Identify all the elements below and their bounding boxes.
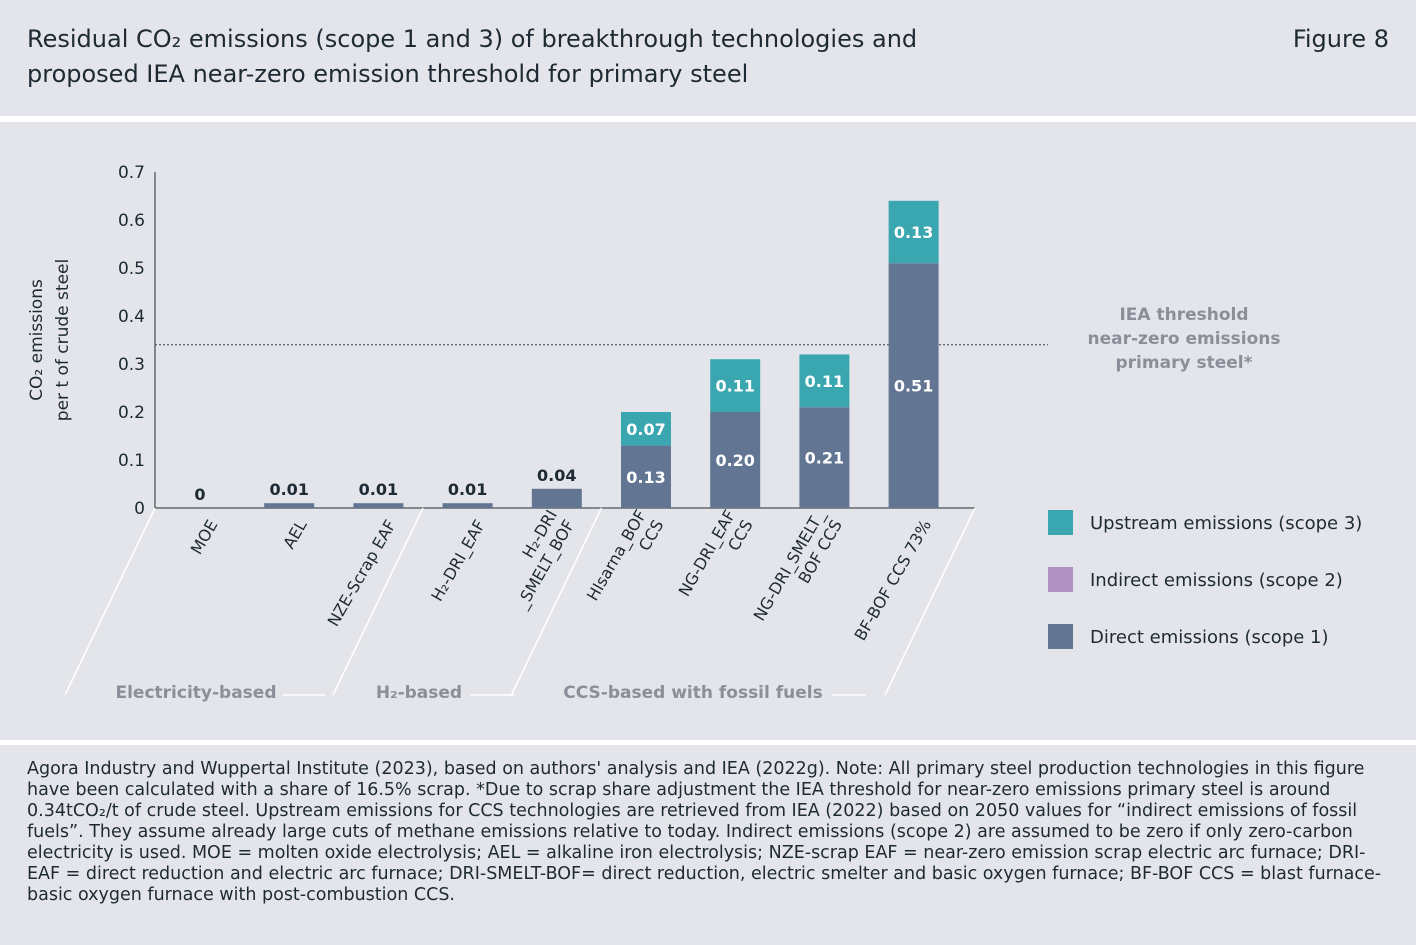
footer-panel: Agora Industry and Wuppertal Institute (… <box>0 745 1416 945</box>
segment-value-label: 0.13 <box>894 223 933 242</box>
legend-label: Direct emissions (scope 1) <box>1090 627 1329 648</box>
segment-value-label: 0.20 <box>715 451 754 470</box>
value-labels: 0 0.01 0.01 0.01 0.04 0.13 0.07 0.20 0.11 0.21 0.1… <box>194 223 933 504</box>
category-label: NG-DRI_EAFCCS <box>675 507 757 610</box>
y-axis-title-line-2: per t of crude steel <box>53 259 73 421</box>
bar-direct <box>353 503 404 508</box>
chart-panel: 0 0.1 0.2 0.3 0.4 0.5 0.6 0.7 CO₂ emissions per … <box>0 122 1416 740</box>
bar-direct <box>621 445 671 508</box>
source-note: Agora Industry and Wuppertal Institute (… <box>27 759 1382 905</box>
segment-value-label: 0.21 <box>805 449 844 468</box>
category-label: H₂-DRI_SMELT_BOF <box>494 507 579 614</box>
legend-label: Upstream emissions (scope 3) <box>1090 513 1362 534</box>
group-label: CCS-based with fossil fuels <box>563 683 822 703</box>
chart-title-line-1: Residual CO₂ emissions (scope 1 and 3) o… <box>27 25 918 53</box>
segment-value-label: 0.11 <box>715 377 754 396</box>
y-tick-label: 0.6 <box>118 211 145 231</box>
category-label: H₂-DRI_EAF <box>427 517 490 605</box>
y-tick-label: 0.5 <box>118 259 145 279</box>
segment-value-label: 0.07 <box>626 420 665 439</box>
bar-direct <box>442 503 493 508</box>
bar-direct <box>531 488 582 508</box>
y-tick-label: 0.4 <box>118 307 145 327</box>
threshold: IEA threshold near-zero emissions primary … <box>155 305 1281 373</box>
total-value-label: 0.01 <box>359 480 398 499</box>
threshold-label: primary steel* <box>1116 353 1253 373</box>
category-label-line: H₂-DRI_EAF <box>427 517 490 605</box>
category-groups: Electricity-based H₂-based CCS-based with … <box>64 507 976 703</box>
y-tick-label: 0.7 <box>118 163 145 183</box>
category-label-line: NZE-Scrap EAF <box>324 517 400 630</box>
segment-value-label: 0.11 <box>805 372 844 391</box>
figure-label: Figure 8 <box>1292 25 1389 53</box>
legend: Upstream emissions (scope 3) Indirect emi… <box>1048 510 1362 649</box>
total-value-label: 0 <box>194 485 205 504</box>
group-separator <box>332 507 424 696</box>
bar-direct <box>799 407 850 508</box>
group-separator <box>64 507 156 696</box>
y-tick-label: 0 <box>134 499 145 519</box>
group-separator <box>884 507 976 696</box>
threshold-label: near-zero emissions <box>1088 329 1281 349</box>
group-label: H₂-based <box>376 683 462 703</box>
bar-upstream <box>888 200 939 264</box>
segment-value-label: 0.13 <box>626 468 665 487</box>
category-labels: MOE AEL NZE-Scrap EAF H₂-DRI_EAF H₂-DRI_SMEL… <box>187 506 935 644</box>
total-value-label: 0.01 <box>269 480 308 499</box>
legend-swatch-indirect <box>1048 567 1073 592</box>
legend-swatch-upstream <box>1048 510 1073 535</box>
category-label-line: MOE <box>187 517 222 558</box>
category-label: BF-BOF CCS 73% <box>851 517 936 644</box>
category-label: NZE-Scrap EAF <box>324 517 400 630</box>
bar-upstream <box>621 412 671 446</box>
bar-direct <box>264 503 315 508</box>
legend-label: Indirect emissions (scope 2) <box>1090 570 1343 591</box>
total-value-label: 0.04 <box>537 466 576 485</box>
y-axis-title-line-1: CO₂ emissions <box>27 279 47 401</box>
category-label: HIsarna_BOFCCS <box>583 507 668 615</box>
category-label: MOE <box>187 517 222 558</box>
category-label-line: AEL <box>279 516 310 552</box>
y-axis-title: CO₂ emissions per t of crude steel <box>27 259 73 421</box>
chart-title: Residual CO₂ emissions (scope 1 and 3) o… <box>27 22 1027 92</box>
y-tick-label: 0.1 <box>118 451 145 471</box>
category-label: AEL <box>279 516 310 552</box>
bar-upstream <box>710 359 761 412</box>
header-panel: Residual CO₂ emissions (scope 1 and 3) o… <box>0 0 1416 116</box>
bar-direct <box>710 412 761 508</box>
category-label-line: HIsarna_BOF <box>583 507 651 605</box>
legend-swatch-direct <box>1048 624 1073 649</box>
threshold-label: IEA threshold <box>1119 305 1248 325</box>
group-separator <box>510 507 603 696</box>
bars <box>264 200 939 508</box>
total-value-label: 0.01 <box>448 480 487 499</box>
category-label: NG-DRI_SMELT_BOF CCS <box>750 506 847 634</box>
y-axis-label: CO₂ emissions per t of crude steel <box>27 259 73 421</box>
y-tick-label: 0.2 <box>118 403 145 423</box>
bar-upstream <box>799 354 850 408</box>
stacked-bar-chart: 0 0.1 0.2 0.3 0.4 0.5 0.6 0.7 CO₂ emissions per … <box>27 163 1362 703</box>
category-label-line: NG-DRI_EAF <box>675 507 741 601</box>
category-label-line: BF-BOF CCS 73% <box>851 517 936 644</box>
y-tick-label: 0.3 <box>118 355 145 375</box>
bar-direct <box>888 263 939 508</box>
chart-title-line-2: proposed IEA near-zero emission threshol… <box>27 60 749 88</box>
segment-value-label: 0.51 <box>894 377 933 396</box>
group-label: Electricity-based <box>115 683 276 703</box>
